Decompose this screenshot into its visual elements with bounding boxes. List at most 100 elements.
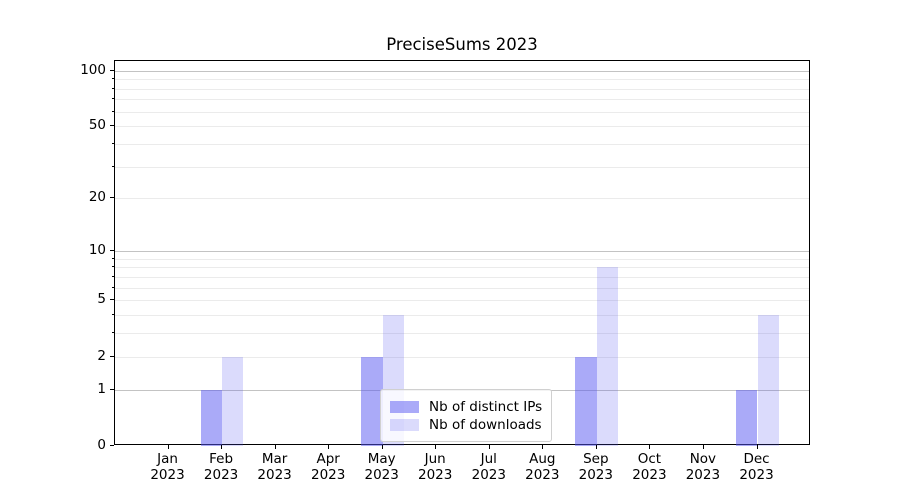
x-tick-year: 2023 (418, 466, 453, 483)
y-tick-label: 1 (97, 380, 106, 397)
x-tick-month: Feb (209, 451, 234, 467)
y-axis-minor-tick (112, 257, 114, 259)
y-tick-label: 0 (97, 437, 106, 453)
grid-line-minor (115, 198, 809, 200)
y-axis-minor-tick (112, 275, 114, 277)
grid-line-minor (115, 258, 809, 260)
x-tick-month: Mar (261, 451, 288, 467)
grid-line-minor (115, 166, 809, 168)
y-axis-minor-tick (112, 286, 114, 288)
x-tick-label: Mar 2023 (235, 451, 315, 483)
legend-item-downloads: Nb of downloads (390, 416, 542, 433)
y-axis-tick (110, 250, 114, 251)
grid-line-major (115, 251, 809, 252)
y-axis-tick (110, 197, 114, 199)
y-axis-minor-tick (112, 266, 114, 268)
bar-distinct-ips-sep (575, 356, 597, 446)
bar-downloads-dec (757, 315, 779, 446)
y-axis-tick (110, 125, 114, 127)
grid-line-minor (115, 276, 809, 278)
x-tick-month: Jun (424, 451, 446, 467)
bar-downloads-feb (222, 356, 244, 446)
legend: Nb of distinct IPs Nb of downloads (380, 389, 553, 442)
x-tick-month: Dec (743, 451, 770, 467)
x-axis-tick (702, 445, 704, 449)
y-axis-minor-tick (112, 78, 114, 80)
grid-line-minor (115, 144, 809, 145)
x-tick-month: Aug (529, 451, 556, 467)
legend-swatch-downloads (390, 418, 419, 431)
y-axis-tick (110, 299, 114, 301)
grid-line-minor (115, 111, 809, 113)
x-axis-tick (167, 445, 169, 449)
legend-item-distinct-ips: Nb of distinct IPs (390, 398, 542, 415)
x-tick-month: Oct (637, 451, 662, 467)
y-tick-label: 2 (97, 347, 106, 364)
bar-distinct-ips-dec (736, 389, 758, 446)
y-axis-minor-tick (112, 98, 114, 100)
y-axis-minor-tick (112, 332, 114, 334)
x-axis-tick (649, 445, 651, 449)
x-axis-tick (381, 445, 383, 449)
x-tick-label: Nov 2023 (663, 451, 743, 483)
y-axis-minor-tick (112, 110, 114, 112)
y-axis-minor-tick (112, 143, 114, 144)
x-tick-label: Dec 2023 (717, 451, 797, 483)
x-tick-year: 2023 (471, 466, 506, 483)
x-axis-tick (542, 445, 544, 449)
grid-line-minor (115, 287, 809, 289)
x-tick-label: Jun 2023 (395, 451, 475, 483)
x-tick-label: Aug 2023 (502, 451, 582, 483)
plot-area (114, 60, 810, 446)
grid-line-major (115, 70, 809, 72)
bar-downloads-sep (596, 267, 619, 446)
x-axis-tick (488, 445, 490, 449)
x-tick-label: Oct 2023 (609, 451, 689, 483)
grid-line-minor (115, 79, 809, 81)
x-tick-year: 2023 (150, 466, 185, 483)
y-tick-label: 50 (88, 117, 106, 134)
x-tick-year: 2023 (203, 466, 239, 483)
y-tick-label: 5 (97, 291, 106, 308)
x-tick-year: 2023 (311, 466, 346, 483)
bar-distinct-ips-feb (200, 389, 223, 446)
grid-line-minor (115, 88, 809, 90)
x-tick-month: Jul (480, 451, 497, 467)
x-axis-tick (221, 445, 223, 449)
y-tick-label: 10 (88, 242, 106, 258)
x-tick-year: 2023 (525, 466, 560, 483)
x-tick-label: Sep 2023 (556, 451, 636, 483)
x-tick-month: Sep (583, 451, 609, 467)
y-axis-minor-tick (112, 165, 114, 167)
y-axis-tick (110, 388, 114, 390)
x-tick-year: 2023 (632, 466, 667, 483)
grid-line-minor (115, 333, 809, 335)
x-tick-year: 2023 (685, 466, 721, 483)
x-tick-year: 2023 (257, 466, 292, 483)
x-tick-month: Jan (157, 451, 178, 467)
y-axis-tick (110, 355, 114, 357)
x-axis-tick (274, 445, 276, 449)
x-axis-tick (595, 445, 597, 449)
x-tick-label: Jan 2023 (128, 451, 208, 483)
grid-line-minor (115, 99, 809, 101)
x-tick-month: Nov (689, 451, 717, 467)
legend-label: Nb of downloads (429, 416, 542, 433)
grid-line-minor (115, 267, 809, 269)
grid-line-minor (115, 315, 809, 317)
x-tick-year: 2023 (364, 466, 399, 483)
grid-line-minor (115, 300, 809, 302)
x-axis-tick (328, 445, 330, 449)
x-tick-month: May (367, 451, 396, 467)
y-axis-minor-tick (112, 314, 114, 316)
x-axis-tick (435, 445, 437, 449)
y-axis-tick (110, 445, 114, 446)
x-tick-label: Jul 2023 (449, 451, 529, 483)
x-tick-label: May 2023 (342, 451, 422, 483)
grid-line-minor (115, 356, 809, 358)
legend-label: Nb of distinct IPs (429, 398, 543, 415)
bar-distinct-ips-may (361, 356, 383, 446)
x-tick-month: Apr (316, 451, 340, 467)
y-tick-label: 100 (80, 61, 106, 78)
